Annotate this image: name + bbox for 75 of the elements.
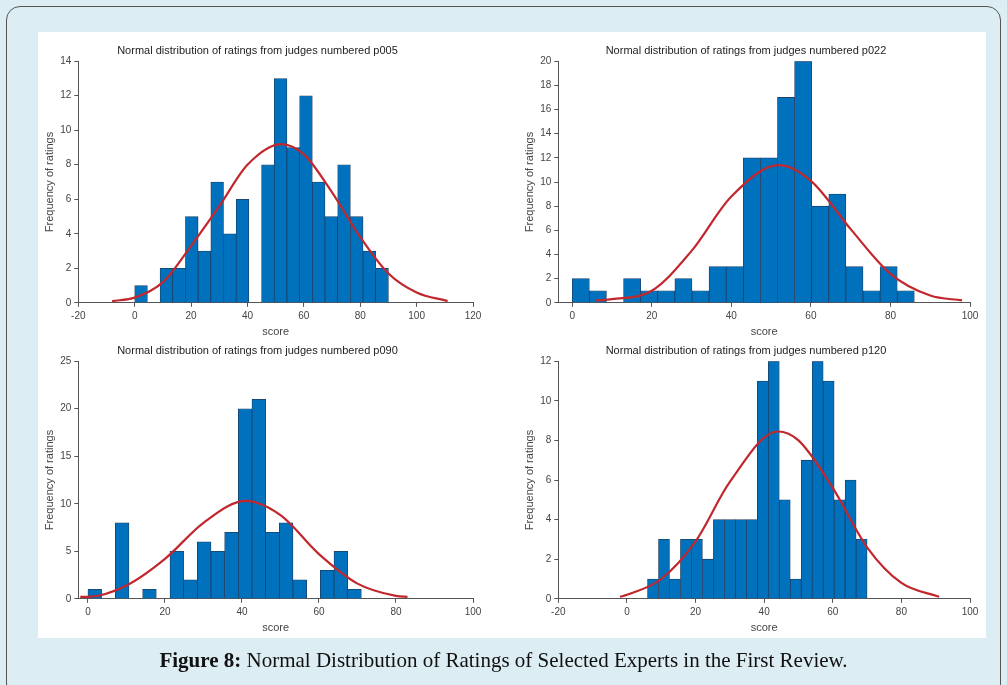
x-tick-label: 40	[725, 309, 738, 321]
chart-title: Normal distribution of ratings from judges numbered p005	[117, 43, 398, 56]
y-axis-title: Frequency of ratings	[42, 131, 55, 233]
y-tick-label: 20	[540, 54, 552, 66]
y-tick-label: 14	[60, 54, 72, 66]
x-tick-label: 100	[961, 605, 979, 617]
x-axis-title: score	[750, 325, 778, 338]
x-tick-label: 120	[464, 309, 482, 321]
y-tick-label: 12	[540, 354, 552, 366]
y-tick-label: 10	[60, 123, 72, 135]
y-tick-label: 12	[540, 151, 552, 163]
y-tick-label: 15	[60, 449, 72, 461]
y-tick-label: 8	[545, 199, 552, 211]
x-tick-label: -20	[71, 309, 86, 321]
x-tick-label: 20	[646, 309, 658, 321]
line-series	[111, 142, 449, 303]
x-tick-label: 40	[758, 605, 771, 617]
x-tick-label: 40	[241, 309, 254, 321]
x-tick-label: 100	[961, 309, 979, 321]
y-tick-label: 2	[545, 272, 552, 284]
y-tick-label: 4	[65, 227, 72, 239]
chart-title: Normal distribution of ratings from judges numbered p090	[117, 343, 398, 356]
y-tick-label: 18	[540, 79, 552, 91]
x-tick-label: 60	[313, 605, 325, 617]
y-tick-label: 4	[545, 248, 552, 260]
line-series	[618, 430, 941, 598]
x-tick-label: 40	[236, 605, 248, 617]
y-tick-label: 2	[65, 262, 72, 274]
y-tick-label: 10	[60, 497, 72, 509]
y-tick-label: 8	[65, 158, 72, 170]
x-tick-label: 20	[159, 605, 171, 617]
x-tick-label: 80	[390, 605, 402, 617]
x-tick-label: 0	[131, 309, 138, 321]
x-tick-label: 80	[895, 605, 908, 617]
y-tick-label: 10	[540, 175, 552, 187]
y-axis-title: Frequency of ratings	[522, 131, 535, 233]
y-tick-label: 0	[65, 296, 72, 308]
y-tick-label: 12	[60, 89, 72, 101]
caption: Figure 8: Normal Distribution of Ratings of Selected Experts in the First Review.	[158, 648, 849, 673]
x-tick-label: 60	[805, 309, 817, 321]
y-tick-label: 8	[545, 434, 552, 446]
y-tick-label: 16	[540, 103, 552, 115]
line-series	[79, 499, 409, 598]
y-tick-label: 5	[65, 545, 72, 557]
y-tick-label: 2	[545, 552, 552, 564]
y-tick-label: 0	[545, 296, 552, 308]
y-tick-label: 6	[545, 224, 552, 236]
x-tick-label: 80	[884, 309, 897, 321]
x-axis-title: score	[750, 621, 778, 634]
x-tick-label: -20	[551, 605, 566, 617]
chart-title: Normal distribution of ratings from judges numbered p120	[605, 343, 887, 356]
x-tick-label: 0	[624, 605, 631, 617]
x-tick-label: 100	[464, 605, 482, 617]
y-axis-title: Frequency of ratings	[522, 429, 535, 531]
x-tick-label: 0	[569, 309, 576, 321]
x-tick-label: 20	[689, 605, 702, 617]
x-tick-label: 20	[185, 309, 198, 321]
y-tick-label: 0	[545, 592, 552, 604]
x-tick-label: 0	[85, 605, 92, 617]
y-axis-title: Frequency of ratings	[42, 429, 55, 531]
y-tick-label: 6	[65, 193, 72, 205]
x-axis-title: score	[262, 621, 290, 634]
y-tick-label: 14	[540, 127, 552, 139]
chart-title: Normal distribution of ratings from judges numbered p022	[605, 43, 887, 56]
x-tick-label: 100	[408, 309, 426, 321]
y-tick-label: 20	[60, 402, 72, 414]
x-axis-title: score	[262, 325, 290, 338]
y-tick-label: 6	[545, 473, 552, 485]
x-tick-label: 80	[354, 309, 367, 321]
x-tick-label: 60	[827, 605, 839, 617]
x-tick-label: 60	[298, 309, 310, 321]
y-tick-label: 25	[60, 354, 72, 366]
y-tick-label: 4	[545, 513, 552, 525]
y-tick-label: 0	[65, 592, 72, 604]
y-tick-label: 10	[540, 394, 552, 406]
